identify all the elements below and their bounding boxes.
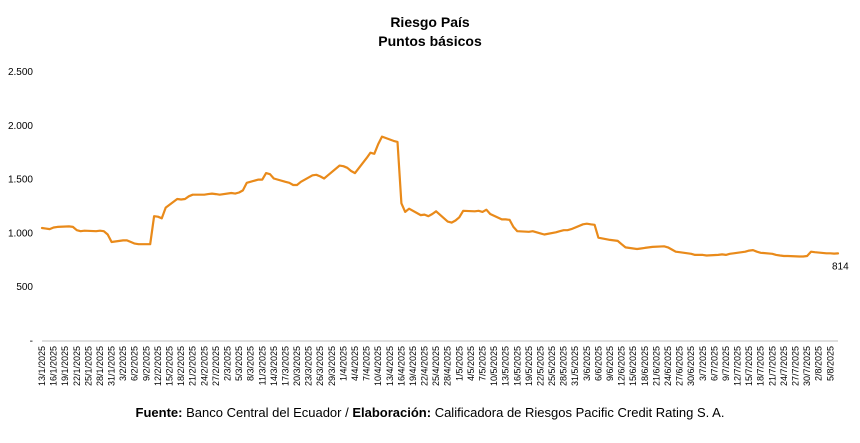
x-axis: 13/1/2025 16/1/2025 19/1/2025 22/1/2025 25/1…: [37, 340, 838, 386]
y-tick-label: 1.500: [8, 175, 33, 186]
annotations: 814: [832, 261, 849, 272]
x-tick-label: 28/1/2025: [95, 346, 105, 386]
x-tick-label: 8/3/2025: [246, 346, 256, 381]
x-tick-label: 7/5/2025: [478, 346, 488, 381]
x-tick-label: 16/4/2025: [396, 346, 406, 386]
x-tick-label: 31/1/2025: [107, 346, 117, 386]
y-tick-label: 2.500: [8, 67, 33, 78]
x-tick-label: 19/4/2025: [408, 346, 418, 386]
x-tick-label: 22/4/2025: [420, 346, 430, 386]
x-tick-label: 19/1/2025: [60, 346, 70, 386]
x-tick-label: 29/3/2025: [327, 346, 337, 386]
x-tick-label: 15/2/2025: [165, 346, 175, 386]
x-tick-label: 1/5/2025: [454, 346, 464, 381]
x-tick-label: 9/7/2025: [721, 346, 731, 381]
x-tick-label: 12/7/2025: [733, 346, 743, 386]
x-tick-label: 23/3/2025: [304, 346, 314, 386]
x-tick-label: 14/3/2025: [269, 346, 279, 386]
x-tick-label: 27/2/2025: [211, 346, 221, 386]
x-tick-label: 15/7/2025: [744, 346, 754, 386]
x-tick-label: 13/4/2025: [385, 346, 395, 386]
y-tick-label: -: [30, 336, 33, 347]
chart-subtitle: Puntos básicos: [378, 33, 482, 49]
x-tick-label: 7/4/2025: [362, 346, 372, 381]
x-tick-label: 3/6/2025: [582, 346, 592, 381]
x-tick-label: 4/5/2025: [466, 346, 476, 381]
x-tick-label: 28/5/2025: [559, 346, 569, 386]
x-tick-label: 27/7/2025: [790, 346, 800, 386]
x-tick-label: 18/7/2025: [756, 346, 766, 386]
elaboracion-text: Calificadora de Riesgos Pacific Credit R…: [431, 405, 725, 420]
x-tick-label: 1/4/2025: [338, 346, 348, 381]
x-tick-label: 13/1/2025: [37, 346, 47, 386]
x-tick-label: 9/2/2025: [141, 346, 151, 381]
x-tick-label: 6/7/2025: [709, 346, 719, 381]
x-tick-label: 12/2/2025: [153, 346, 163, 386]
x-tick-label: 4/4/2025: [350, 346, 360, 381]
x-tick-label: 16/1/2025: [49, 346, 59, 386]
x-tick-label: 5/8/2025: [825, 346, 835, 381]
x-tick-label: 11/3/2025: [257, 346, 267, 385]
x-tick-label: 20/3/2025: [292, 346, 302, 386]
x-tick-label: 25/1/2025: [83, 346, 93, 386]
x-tick-label: 24/6/2025: [663, 346, 673, 386]
x-tick-label: 12/6/2025: [617, 346, 627, 386]
y-axis: - 500 1.000 1.500 2.000 2.500: [8, 67, 33, 347]
x-tick-label: 21/2/2025: [188, 346, 198, 386]
x-tick-label: 13/5/2025: [501, 346, 511, 386]
x-tick-label: 22/5/2025: [535, 346, 545, 386]
series-group: [40, 135, 840, 258]
x-tick-label: 9/6/2025: [605, 346, 615, 381]
x-tick-label: 19/5/2025: [524, 346, 534, 386]
x-tick-label: 5/3/2025: [234, 346, 244, 381]
x-tick-label: 10/4/2025: [373, 346, 383, 386]
x-tick-label: 28/4/2025: [443, 346, 453, 386]
x-tick-label: 24/7/2025: [779, 346, 789, 386]
x-tick-label: 22/1/2025: [72, 346, 82, 386]
x-tick-label: 26/3/2025: [315, 346, 325, 386]
x-tick-label: 6/2/2025: [130, 346, 140, 381]
last-value-label: 814: [832, 261, 849, 272]
y-tick-label: 1.000: [8, 228, 33, 239]
x-tick-label: 2/8/2025: [814, 346, 824, 381]
x-tick-label: 24/2/2025: [199, 346, 209, 386]
x-tick-label: 31/5/2025: [570, 346, 580, 386]
x-tick-label: 16/5/2025: [512, 346, 522, 386]
x-tick-label: 18/2/2025: [176, 346, 186, 386]
x-tick-label: 27/6/2025: [675, 346, 685, 386]
x-tick-label: 21/7/2025: [767, 346, 777, 386]
chart-title: Riesgo País: [390, 14, 470, 30]
x-tick-label: 10/5/2025: [489, 346, 499, 386]
x-tick-label: 18/6/2025: [640, 346, 650, 386]
x-tick-label: 25/5/2025: [547, 346, 557, 386]
x-tick-label: 2/3/2025: [222, 346, 232, 381]
x-tick-label: 15/6/2025: [628, 346, 638, 386]
elaboracion-label: Elaboración:: [352, 405, 432, 420]
x-tick-label: 30/6/2025: [686, 346, 696, 386]
x-tick-label: 3/2/2025: [118, 346, 128, 381]
x-tick-label: 17/3/2025: [280, 346, 290, 386]
x-tick-label: 3/7/2025: [698, 346, 708, 381]
fuente-text: Banco Central del Ecuador /: [182, 405, 353, 420]
series-line: [40, 135, 840, 258]
x-tick-label: 25/4/2025: [431, 346, 441, 386]
x-tick-label: 30/7/2025: [802, 346, 812, 386]
source-footer: Fuente: Banco Central del Ecuador / Elab…: [0, 405, 860, 420]
y-tick-label: 500: [16, 282, 33, 293]
fuente-label: Fuente:: [135, 405, 183, 420]
x-tick-label: 21/6/2025: [651, 346, 661, 386]
y-tick-label: 2.000: [8, 121, 33, 132]
x-tick-label: 6/6/2025: [593, 346, 603, 381]
